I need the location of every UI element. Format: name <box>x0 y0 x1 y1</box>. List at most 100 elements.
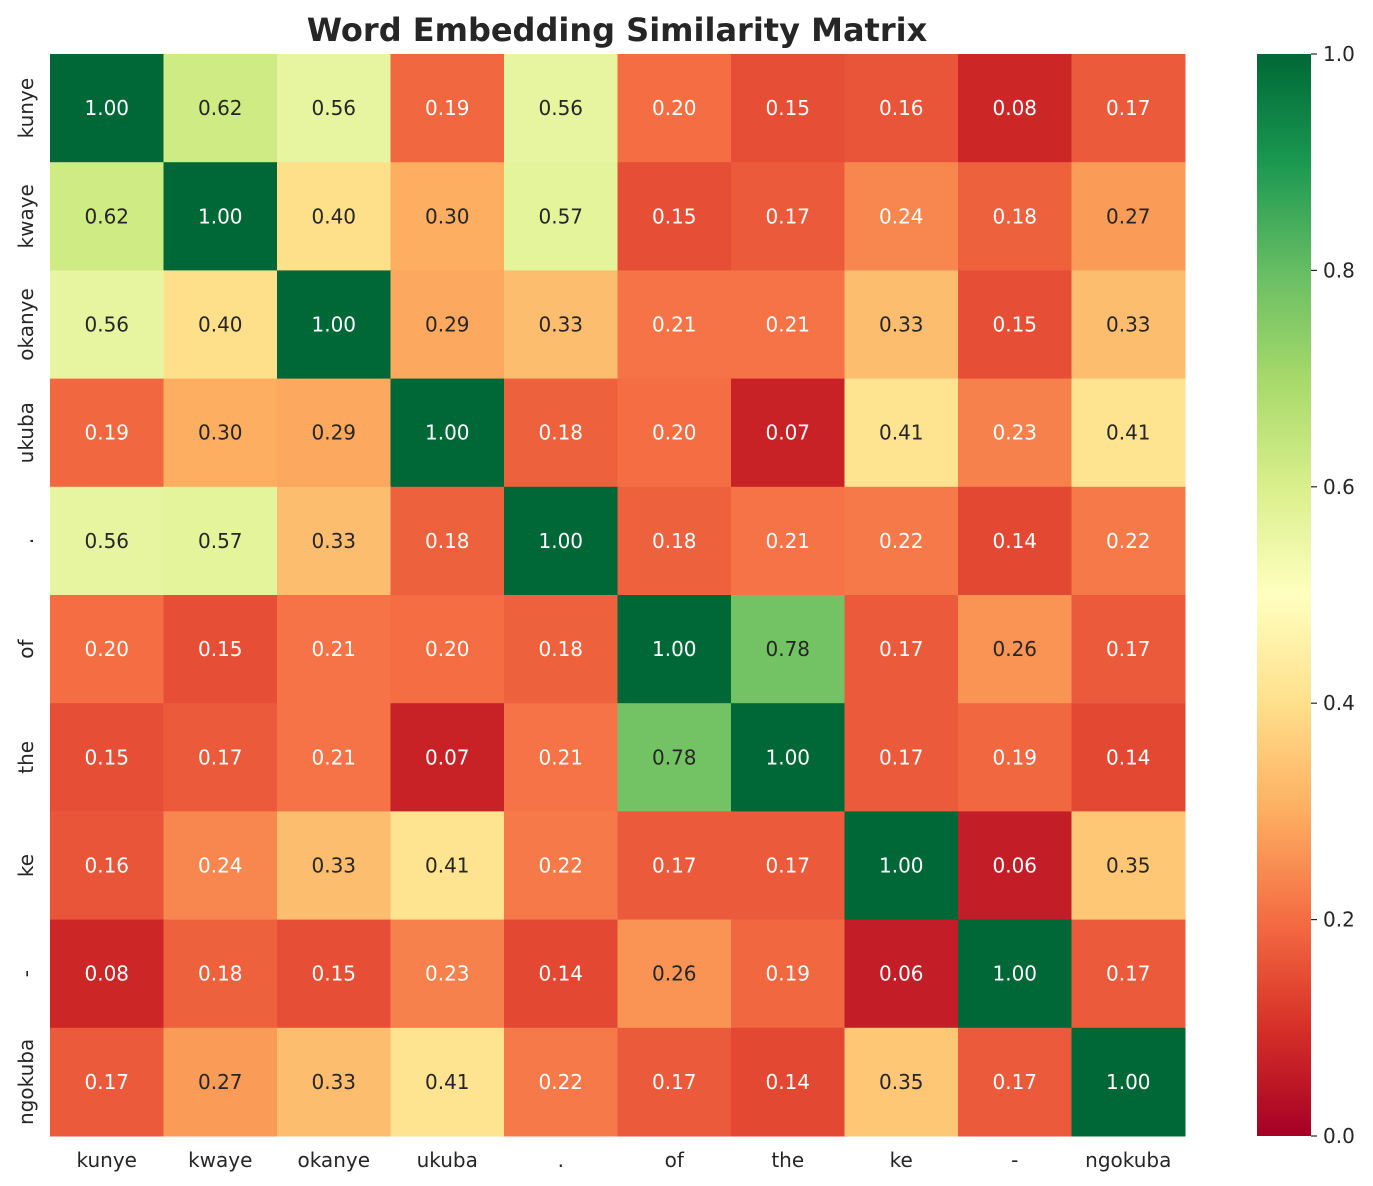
heatmap-cell-9-1 <box>163 1027 278 1137</box>
heatmap-cell-7-9 <box>1071 811 1186 921</box>
heatmap-cell-value-4-7: 0.22 <box>879 529 924 553</box>
colorbar-tick-label-4: 0.8 <box>1323 258 1355 282</box>
heatmap-cell-8-8 <box>958 919 1072 1029</box>
heatmap-cell-6-7 <box>844 703 959 812</box>
heatmap-cell-value-0-0: 1.00 <box>84 96 129 120</box>
colorbar-tick-label-0: 0.0 <box>1323 1124 1355 1148</box>
chart-title: Word Embedding Similarity Matrix <box>307 11 928 49</box>
heatmap-cell-6-1 <box>163 703 278 812</box>
heatmap-cell-value-6-0: 0.15 <box>84 745 129 769</box>
heatmap-cell-8-2 <box>277 919 391 1029</box>
heatmap-cell-5-8 <box>958 595 1072 704</box>
heatmap-cell-value-2-1: 0.40 <box>198 313 243 337</box>
heatmap-cell-value-7-0: 0.16 <box>84 854 129 878</box>
heatmap-cell-6-2 <box>277 703 391 812</box>
heatmap-cell-value-1-5: 0.15 <box>652 204 697 228</box>
heatmap-cell-value-5-6: 0.78 <box>765 637 810 661</box>
heatmap-cell-2-2 <box>277 270 391 380</box>
heatmap-cell-4-2 <box>277 486 391 596</box>
heatmap-cell-0-6 <box>731 54 845 163</box>
heatmap-cell-4-4 <box>504 486 618 596</box>
heatmap-cell-value-0-9: 0.17 <box>1106 96 1151 120</box>
heatmap-cell-value-9-6: 0.14 <box>765 1070 810 1094</box>
heatmap-cell-7-2 <box>277 811 391 921</box>
heatmap-cell-6-8 <box>958 703 1072 812</box>
heatmap-cell-value-1-0: 0.62 <box>84 204 129 228</box>
heatmap-cell-2-3 <box>390 270 505 380</box>
heatmap-cell-4-3 <box>390 486 505 596</box>
heatmap-cell-1-2 <box>277 162 391 271</box>
heatmap-cell-value-7-9: 0.35 <box>1106 854 1151 878</box>
heatmap-cell-value-1-3: 0.30 <box>425 204 470 228</box>
heatmap-cell-value-8-7: 0.06 <box>879 962 924 986</box>
heatmap-cell-value-2-9: 0.33 <box>1106 313 1151 337</box>
heatmap-cell-7-4 <box>504 811 618 921</box>
heatmap-cell-8-3 <box>390 919 505 1029</box>
y-tick-label-6: the <box>14 741 38 774</box>
heatmap-cell-value-8-4: 0.14 <box>538 962 583 986</box>
y-tick-label-4: . <box>14 538 38 544</box>
heatmap-cell-0-9 <box>1071 54 1186 163</box>
heatmap-cell-value-2-5: 0.21 <box>652 313 697 337</box>
heatmap-cell-3-4 <box>504 378 618 488</box>
heatmap-cell-8-9 <box>1071 919 1186 1029</box>
y-tick-label-1: kwaye <box>14 184 38 248</box>
heatmap-cell-value-8-1: 0.18 <box>198 962 243 986</box>
heatmap-cell-value-8-8: 1.00 <box>992 962 1037 986</box>
heatmap-cell-5-5 <box>617 595 732 704</box>
heatmap-cell-0-2 <box>277 54 391 163</box>
heatmap-cell-5-1 <box>163 595 278 704</box>
heatmap-cell-0-5 <box>617 54 732 163</box>
heatmap-cell-9-6 <box>731 1027 845 1137</box>
heatmap-cell-value-5-4: 0.18 <box>538 637 583 661</box>
heatmap-cell-5-0 <box>50 595 164 704</box>
heatmap-cell-value-9-8: 0.17 <box>992 1070 1037 1094</box>
y-tick-label-2: okanye <box>14 288 38 361</box>
heatmap-cell-value-4-2: 0.33 <box>311 529 356 553</box>
heatmap-cell-2-6 <box>731 270 845 380</box>
heatmap-cell-value-1-6: 0.17 <box>765 204 810 228</box>
colorbar-ticks: 0.0 0.2 0.4 0.6 0.8 1.0 <box>1311 42 1355 1148</box>
heatmap-cell-value-5-5: 1.00 <box>652 637 697 661</box>
heatmap-cell-value-5-7: 0.17 <box>879 637 924 661</box>
heatmap-cell-value-2-6: 0.21 <box>765 313 810 337</box>
heatmap-cell-9-9 <box>1071 1027 1186 1137</box>
x-tick-label-1: kwaye <box>188 1148 252 1172</box>
heatmap-cell-8-1 <box>163 919 278 1029</box>
heatmap-cell-value-7-6: 0.17 <box>765 854 810 878</box>
heatmap-cell-value-0-1: 0.62 <box>198 96 243 120</box>
heatmap-cell-value-6-1: 0.17 <box>198 745 243 769</box>
heatmap-cell-5-3 <box>390 595 505 704</box>
colorbar: 0.0 0.2 0.4 0.6 0.8 1.0 <box>1257 42 1355 1148</box>
heatmap-cell-value-0-4: 0.56 <box>538 96 583 120</box>
heatmap-cell-2-1 <box>163 270 278 380</box>
heatmap-cell-value-6-7: 0.17 <box>879 745 924 769</box>
heatmap-cell-value-6-8: 0.19 <box>992 745 1037 769</box>
heatmap-cell-value-8-3: 0.23 <box>425 962 470 986</box>
heatmap-cell-3-6 <box>731 378 845 488</box>
heatmap-cell-0-8 <box>958 54 1072 163</box>
colorbar-gradient <box>1257 54 1311 1136</box>
heatmap-cell-2-7 <box>844 270 959 380</box>
heatmap-cell-2-4 <box>504 270 618 380</box>
heatmap-cell-value-3-4: 0.18 <box>538 421 583 445</box>
heatmap-cell-6-6 <box>731 703 845 812</box>
heatmap-cell-6-9 <box>1071 703 1186 812</box>
colorbar-tick-label-1: 0.2 <box>1323 908 1355 932</box>
heatmap-cell-value-3-3: 1.00 <box>425 421 470 445</box>
heatmap-cell-value-9-4: 0.22 <box>538 1070 583 1094</box>
heatmap-cell-value-0-3: 0.19 <box>425 96 470 120</box>
heatmap-cell-value-9-3: 0.41 <box>425 1070 470 1094</box>
heatmap-cell-value-4-9: 0.22 <box>1106 529 1151 553</box>
heatmap-cell-value-3-6: 0.07 <box>765 421 810 445</box>
heatmap-cell-7-0 <box>50 811 164 921</box>
x-tick-label-2: okanye <box>297 1148 370 1172</box>
heatmap-cell-value-6-4: 0.21 <box>538 745 583 769</box>
heatmap-cell-3-9 <box>1071 378 1186 488</box>
heatmap-cell-8-0 <box>50 919 164 1029</box>
heatmap-cell-value-1-1: 1.00 <box>198 204 243 228</box>
heatmap-cell-2-8 <box>958 270 1072 380</box>
x-tick-label-5: of <box>665 1148 685 1172</box>
heatmap-cell-value-8-9: 0.17 <box>1106 962 1151 986</box>
